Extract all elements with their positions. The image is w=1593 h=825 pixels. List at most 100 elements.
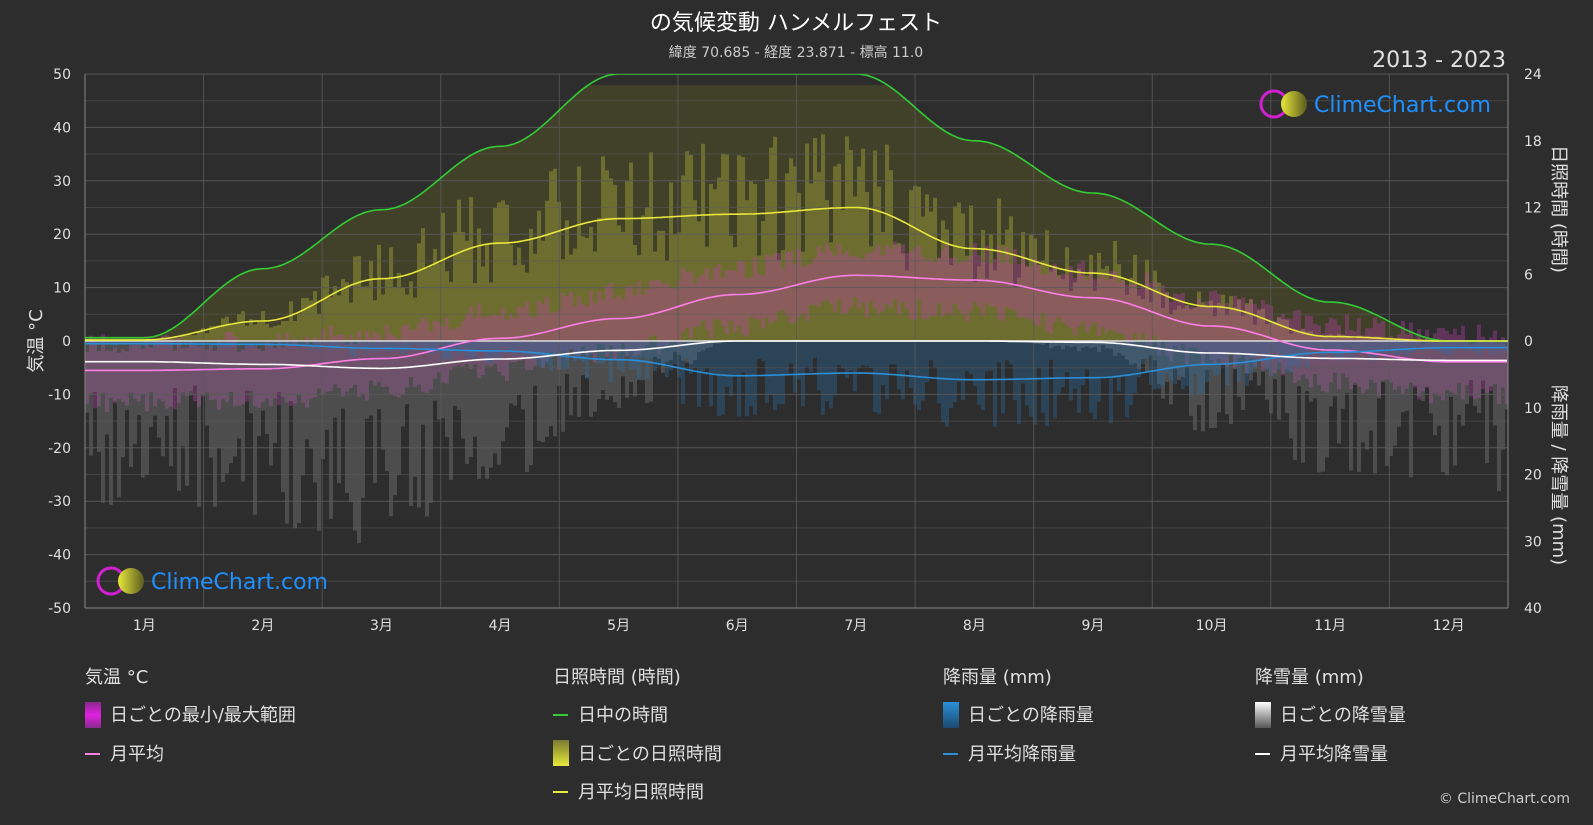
- daily-daylight-bar: [1245, 256, 1249, 341]
- daily-daylight-bar: [1165, 228, 1169, 341]
- daily-temp-range: [581, 304, 585, 347]
- daily-temp-range: [653, 280, 657, 336]
- precip-tick-label: 20: [1524, 468, 1542, 484]
- daily-sunshine-bar: [1041, 260, 1045, 341]
- daily-sunshine-bar: [753, 183, 757, 341]
- daily-sunshine-bar: [421, 228, 425, 341]
- month-tick-label: 12月: [1433, 618, 1465, 634]
- daily-daylight-bar: [585, 85, 589, 342]
- daily-rain-bar: [173, 341, 177, 343]
- daily-temp-range: [333, 336, 337, 385]
- daily-temp-range: [305, 336, 309, 408]
- daily-rain-bar: [369, 341, 373, 349]
- daily-sunshine-bar: [1025, 266, 1029, 341]
- daily-sunshine-bar: [485, 245, 489, 341]
- daily-daylight-bar: [1157, 223, 1161, 341]
- daily-rain-bar: [289, 341, 293, 345]
- legend-snow-head: 降雪量 (mm): [1255, 667, 1364, 688]
- daily-sunshine-bar: [185, 334, 189, 341]
- daily-rain-bar: [857, 341, 861, 368]
- daily-temp-range: [693, 283, 697, 328]
- daily-snow-bar: [1153, 341, 1157, 361]
- daily-temp-range: [1229, 307, 1233, 353]
- daily-snow-bar: [453, 341, 457, 406]
- daily-snow-bar: [1301, 341, 1305, 463]
- daily-temp-range: [1429, 341, 1433, 403]
- daily-temp-range: [1097, 277, 1101, 337]
- daily-sunshine-bar: [965, 255, 969, 341]
- daily-snow-bar: [1381, 341, 1385, 383]
- daily-sunshine-bar: [309, 300, 313, 341]
- daily-sunshine-bar: [1313, 335, 1317, 341]
- daily-daylight-bar: [965, 140, 969, 341]
- daily-snow-bar: [1357, 341, 1361, 472]
- daily-sunshine-bar: [245, 325, 249, 341]
- daily-sunshine-bar: [957, 202, 961, 341]
- daily-rain-bar: [649, 341, 653, 359]
- daily-temp-range: [209, 345, 213, 401]
- daily-snow-bar: [1437, 341, 1441, 426]
- daily-temp-range: [573, 305, 577, 360]
- daily-daylight-bar: [993, 144, 997, 341]
- daily-sunshine-bar: [253, 324, 257, 341]
- daily-rain-bar: [937, 341, 941, 404]
- daily-rain-bar: [337, 341, 341, 347]
- daily-sunshine-bar: [1321, 335, 1325, 341]
- daily-temp-range: [709, 279, 713, 339]
- daily-snow-bar: [629, 341, 633, 383]
- daily-sunshine-bar: [165, 338, 169, 341]
- daily-daylight-bar: [161, 333, 165, 341]
- daily-snow-bar: [373, 341, 377, 484]
- daily-rain-bar: [321, 341, 325, 345]
- daily-daylight-bar: [1341, 303, 1345, 341]
- daily-sunshine-bar: [1317, 336, 1321, 341]
- daily-temp-range: [1129, 285, 1133, 347]
- daily-sunshine-bar: [993, 270, 997, 341]
- daily-sunshine-bar: [241, 311, 245, 341]
- daily-snow-bar: [621, 341, 625, 377]
- daily-temp-range: [797, 249, 801, 318]
- daily-snow-bar: [1297, 341, 1301, 387]
- daily-sunshine-bar: [229, 323, 233, 341]
- daily-sunshine-bar: [265, 323, 269, 341]
- daily-snow-bar: [277, 341, 281, 393]
- daily-sunshine-bar: [1329, 334, 1333, 341]
- daily-rain-bar: [777, 341, 781, 405]
- daily-rain-bar: [1305, 341, 1309, 368]
- daily-rain-bar: [273, 341, 277, 343]
- daily-rain-bar: [1325, 341, 1329, 350]
- daily-temp-range: [821, 252, 825, 303]
- daily-temp-range: [89, 335, 93, 394]
- daily-temp-range: [813, 258, 817, 305]
- daily-sunshine-bar: [633, 244, 637, 341]
- daily-temp-range: [1493, 330, 1497, 384]
- daily-temp-range: [1001, 262, 1005, 322]
- daily-snow-bar: [1077, 341, 1081, 352]
- daily-daylight-bar: [1273, 276, 1277, 341]
- daily-snow-bar: [1117, 341, 1121, 353]
- daily-rain-bar: [917, 341, 921, 411]
- daily-daylight-bar: [1397, 326, 1401, 341]
- precip-tick-label: 40: [1524, 601, 1542, 617]
- daily-rain-bar: [1357, 341, 1361, 350]
- daily-rain-bar: [1113, 341, 1117, 379]
- daily-rain-bar: [1361, 341, 1365, 352]
- daily-temp-range: [357, 331, 361, 397]
- daily-temp-range: [865, 253, 869, 318]
- daily-daylight-bar: [1101, 193, 1105, 341]
- daily-snow-bar: [1085, 341, 1089, 347]
- daily-snow-bar: [1505, 341, 1508, 410]
- daily-snow-bar: [1393, 341, 1397, 446]
- daily-sunshine-bar: [329, 297, 333, 341]
- daily-rain-bar: [1317, 341, 1321, 349]
- daily-temp-range: [101, 334, 105, 393]
- daily-daylight-bar: [1221, 245, 1225, 341]
- daily-rain-bar: [881, 341, 885, 386]
- daily-sunshine-bar: [305, 297, 309, 341]
- daily-rain-bar: [1493, 341, 1497, 348]
- daily-rain-bar: [1261, 341, 1265, 362]
- daily-snow-bar: [545, 341, 549, 437]
- daily-rain-bar: [817, 341, 821, 391]
- daily-sunshine-bar: [1225, 315, 1229, 341]
- daily-rain-bar: [553, 341, 557, 355]
